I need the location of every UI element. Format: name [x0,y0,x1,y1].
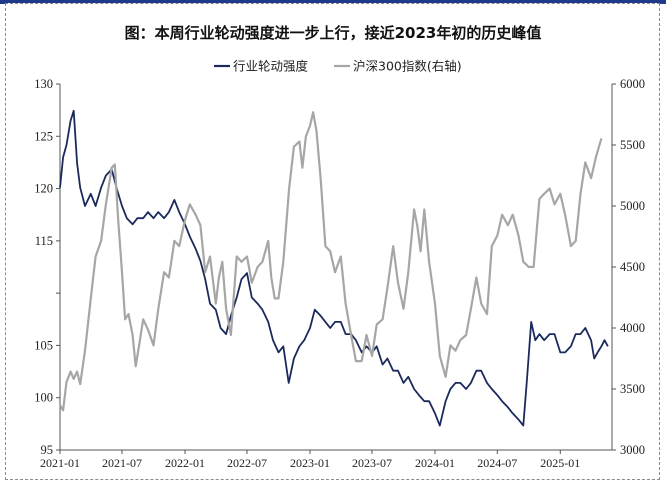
right-tick-label: 4000 [620,321,645,335]
x-tick-label: 2021-01 [40,456,80,470]
left-tick-label: 100 [34,391,53,405]
legend: 行业轮动强度 沪深300指数(右轴) [214,59,462,74]
right-tick-label: 5000 [620,199,645,213]
axes-group: 95 100 105 115 120 125 130 3000 3500 4000 4500 5000… [34,77,645,470]
left-tick-label: 95 [41,443,54,457]
legend-item-rotation-strength: 行业轮动强度 [214,59,309,74]
right-tick-label: 3500 [620,382,645,396]
right-tick-label: 6000 [620,77,645,91]
right-tick-label: 5500 [620,138,645,152]
chart-title: 图：本周行业轮动强度进一步上行，接近2023年初的历史峰值 [124,24,542,42]
x-tick-label: 2021-07 [102,456,142,470]
series-line-csi300 [59,109,609,427]
x-tick-label: 2023-01 [290,456,330,470]
series-group [59,109,609,427]
left-tick-label: 120 [34,182,53,196]
x-tick-label: 2023-07 [352,456,392,470]
legend-label: 沪深300指数(右轴) [353,59,462,74]
right-tick-label: 3000 [620,443,645,457]
x-tick-label: 2025-01 [540,456,580,470]
left-tick-label: 115 [35,234,53,248]
x-tick-label: 2022-01 [165,456,205,470]
series-line-rotation-strength [59,111,603,412]
legend-label: 行业轮动强度 [233,59,309,74]
left-tick-label: 105 [34,338,53,352]
left-tick-label: 125 [34,129,53,143]
left-tick-label: 130 [34,77,53,91]
x-tick-label: 2024-07 [477,456,517,470]
chart-frame [5,3,660,480]
top-accent-bar [0,0,666,4]
x-tick-label: 2022-07 [227,456,267,470]
right-tick-label: 4500 [620,260,645,274]
x-tick-label: 2024-01 [415,456,455,470]
legend-item-csi300: 沪深300指数(右轴) [334,59,462,74]
